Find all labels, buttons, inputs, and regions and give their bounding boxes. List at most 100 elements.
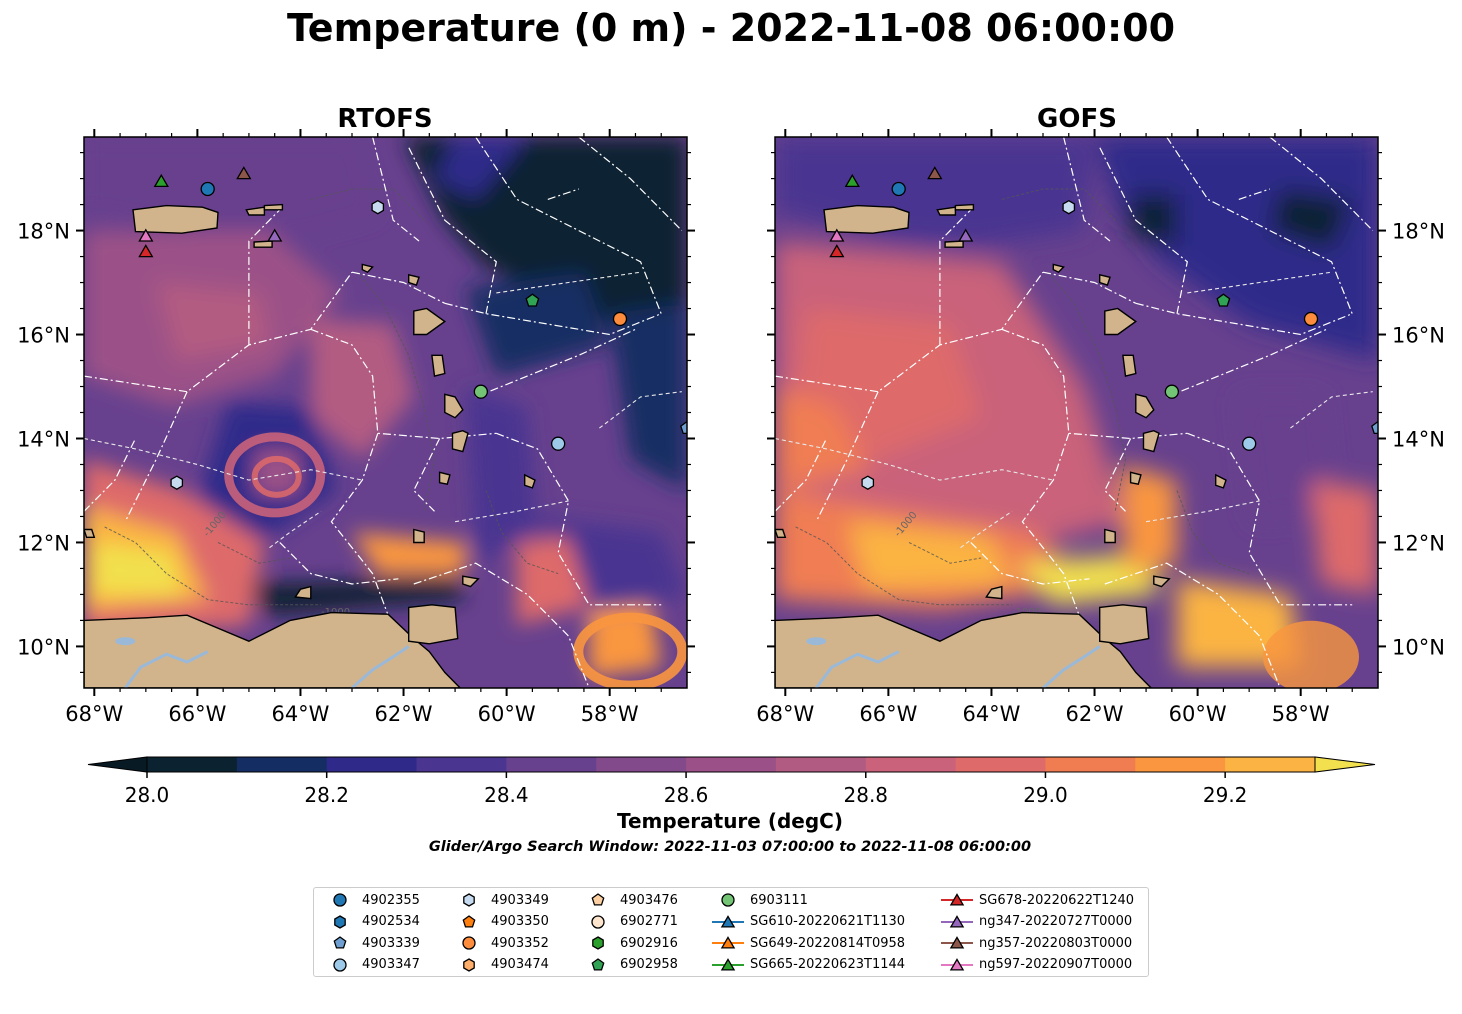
observation-marker [200,181,215,197]
legend-marker [591,893,605,906]
observation-marker [236,166,252,180]
eez-boundary [1135,302,1353,336]
legend-label: 4903347 [362,957,420,972]
land-mass [84,611,462,688]
lon-tick-label: 64°W [271,702,329,726]
legend-label: SG665-20220623T1144 [750,957,906,972]
land-mass [451,429,469,453]
lake [115,637,136,646]
observation-marker [153,173,169,188]
colorbar-bin [1225,757,1316,772]
eez-boundary [1042,271,1137,304]
legend-label: 4903350 [491,914,549,929]
temperature-contour-region [1094,137,1378,361]
bathymetry-contour [1001,188,1116,221]
eez-boundary [1099,147,1188,314]
observation-marker [829,244,845,258]
land-mass [775,528,787,538]
eez-boundary [496,432,662,606]
land-mass [408,604,459,645]
legend-marker-icon [941,914,973,928]
legend-label: ng597-20220907T0000 [979,957,1133,972]
eez-boundary [413,562,590,688]
legend-marker [949,957,965,971]
eez-boundary [939,209,972,345]
land-mass [1052,263,1065,274]
observation-marker [958,228,974,242]
legend-item: 4903350 [451,912,549,932]
legend-marker [721,893,735,907]
land-mass [1129,471,1142,486]
legend-label: 6902916 [620,935,678,951]
lat-tick-label: 14°N [17,427,70,451]
land-mass [245,206,266,216]
eez-boundary [1166,328,1327,398]
colorbar-tick-label: 29.0 [1023,783,1068,807]
colorbar-bin [955,757,1046,772]
colorbar-bin [1135,757,1226,772]
bathymetry-contour [356,271,436,512]
colorbar-tick-label: 28.2 [304,783,349,807]
river [123,650,209,688]
colorbar-label: Temperature (degC) [617,809,843,833]
eez-boundary [970,542,1090,585]
legend-label: 4903476 [620,892,678,908]
observation-marker [551,436,566,451]
legend-marker [949,936,965,949]
legend-marker-icon [333,936,347,949]
legend-marker-icon [592,936,604,950]
land-mass [1153,575,1171,588]
legend-item: ng347-20220727T0000 [939,912,1132,932]
legend-label: SG610-20220621T1130 [750,914,906,929]
legend-marker [333,893,347,907]
land-mass [361,263,374,274]
eez-boundary [1166,137,1353,314]
observation-marker [927,166,943,180]
observation-marker [1303,311,1319,327]
legend-marker-icon [712,936,744,949]
observation-marker [1062,199,1076,215]
legend-item: SG649-20220814T0958 [710,933,905,953]
temperature-contour-region [609,303,687,491]
eez-boundary [775,438,828,512]
temperature-contour-region [516,537,590,626]
legend-item: SG610-20220621T1130 [710,912,905,932]
legend-marker-icon [941,936,973,949]
colorbar-bin [416,757,507,772]
colorbar-bin [236,757,328,772]
legend-marker [462,936,476,950]
eez-boundary [475,137,662,314]
lon-tick-label: 60°W [1169,702,1227,726]
observation-marker [371,199,385,215]
colorbar-tick-label: 29.2 [1203,783,1248,807]
temperature-contour-region [1120,464,1177,574]
land-mass [1215,473,1227,489]
colorbar-under-extension [87,756,148,773]
land-mass [253,240,273,248]
eez-boundary [372,137,420,242]
legend-label: 4902534 [362,914,420,929]
eddy-feature [573,612,687,688]
colorbar-bin [865,757,957,772]
legend-item: 6903111 [710,890,808,910]
colorbar-tick-label: 28.6 [664,783,709,807]
legend-marker [949,914,965,928]
legend-marker [463,893,475,907]
eez-boundary [408,147,497,314]
eez-boundary [960,510,1013,549]
legend-marker [592,936,604,950]
legend-item: 6902958 [580,955,678,975]
eez-boundary [269,510,322,549]
land-mass [413,307,446,336]
bathymetry-contour [485,490,559,575]
lat-tick-label: 14°N [1392,427,1445,451]
temperature-contour-region [465,272,610,377]
lat-tick-label: 18°N [17,220,70,244]
legend-item: ng357-20220803T0000 [939,933,1132,953]
legend-marker [333,936,347,949]
legend-label: 4903352 [491,935,549,951]
lon-tick-label: 62°W [375,702,433,726]
legend-label: 6903111 [750,892,808,908]
eez-boundary [475,328,636,398]
lat-tick-label: 10°N [1392,635,1445,659]
